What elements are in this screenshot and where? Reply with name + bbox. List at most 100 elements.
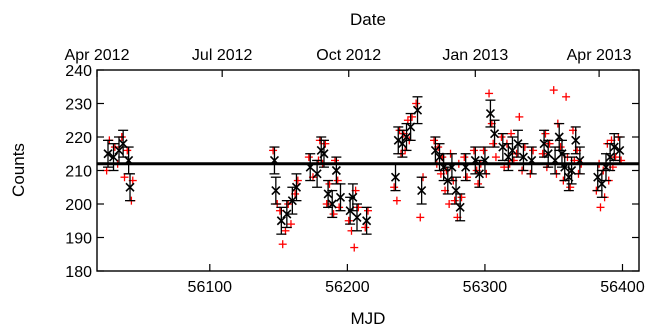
cross-b bbox=[543, 149, 553, 159]
cross-b bbox=[609, 142, 619, 152]
average-point bbox=[539, 129, 550, 158]
average-point bbox=[416, 176, 427, 205]
individual-point bbox=[549, 86, 558, 95]
cross-b bbox=[327, 199, 337, 209]
average-point bbox=[460, 153, 471, 182]
individual-point bbox=[281, 226, 290, 235]
individual-point bbox=[354, 203, 363, 212]
cross-b bbox=[485, 108, 495, 119]
individual-point bbox=[529, 146, 538, 155]
average-point bbox=[570, 126, 581, 155]
individual-point bbox=[361, 223, 370, 232]
cross-b bbox=[571, 135, 581, 145]
average-point bbox=[397, 129, 408, 158]
x-axis-title: MJD bbox=[351, 309, 386, 328]
average-point bbox=[108, 143, 119, 172]
average-point bbox=[331, 156, 342, 185]
individual-point bbox=[293, 176, 302, 185]
average-point bbox=[347, 183, 358, 212]
individual-point bbox=[566, 183, 575, 192]
individual-point bbox=[322, 200, 331, 208]
cross-b bbox=[312, 169, 322, 179]
top-tick-label: Oct 2012 bbox=[316, 47, 381, 64]
cross-b bbox=[539, 139, 549, 149]
individual-point bbox=[350, 243, 359, 252]
cross-b bbox=[518, 152, 529, 162]
y-ticks: 180 190 200 210 220 230 240 bbox=[65, 63, 639, 281]
individual-point bbox=[562, 92, 571, 101]
individual-point bbox=[390, 183, 399, 192]
individual-point bbox=[278, 240, 287, 249]
individual-point bbox=[450, 196, 459, 205]
cross-b bbox=[451, 186, 461, 196]
individual-point bbox=[344, 216, 353, 225]
cross-b bbox=[331, 165, 341, 176]
average-point bbox=[412, 96, 423, 125]
cross-b bbox=[401, 132, 412, 142]
x-tick-label: 56400 bbox=[600, 279, 645, 296]
individual-point bbox=[430, 136, 439, 145]
average-point bbox=[503, 143, 514, 172]
y-tick-label: 210 bbox=[65, 164, 92, 181]
individual-point bbox=[408, 112, 417, 121]
individual-point bbox=[538, 149, 547, 158]
average-point bbox=[543, 139, 554, 168]
cross-b bbox=[615, 145, 625, 155]
plot-frame bbox=[96, 69, 640, 272]
average-point bbox=[451, 176, 462, 205]
average-point bbox=[327, 189, 338, 219]
top-ticks: Apr 2012 Jul 2012 Oct 2012 Jan 2013 Apr 2013 bbox=[65, 47, 632, 77]
individual-point bbox=[286, 220, 295, 229]
average-point bbox=[125, 173, 136, 202]
cross-b bbox=[319, 149, 329, 159]
average-point bbox=[485, 99, 496, 128]
cross-b bbox=[597, 179, 607, 189]
cross-b bbox=[282, 209, 292, 219]
cross-b bbox=[567, 165, 577, 176]
cross-b bbox=[503, 152, 513, 162]
cross-b bbox=[276, 216, 286, 226]
average-point bbox=[497, 132, 508, 162]
average-point bbox=[512, 129, 523, 158]
average-point bbox=[269, 146, 280, 175]
average-point bbox=[276, 206, 287, 235]
average-point bbox=[291, 173, 302, 202]
individual-point bbox=[611, 153, 620, 162]
cross-b bbox=[125, 182, 135, 192]
individual-point bbox=[364, 206, 372, 215]
cross-b bbox=[103, 149, 113, 159]
average-point bbox=[281, 199, 292, 229]
cross-b bbox=[593, 172, 603, 182]
individual-point bbox=[333, 176, 342, 185]
cross-b bbox=[390, 172, 401, 182]
cross-b bbox=[605, 152, 615, 162]
average-point bbox=[351, 203, 362, 232]
average-point bbox=[455, 193, 466, 222]
cross-b bbox=[362, 216, 372, 226]
individual-point bbox=[485, 89, 494, 98]
cross-b bbox=[554, 132, 564, 142]
axes-frame bbox=[96, 69, 640, 272]
top-axis-title: Date bbox=[350, 10, 386, 29]
cross-b bbox=[412, 105, 423, 115]
y-tick-label: 180 bbox=[65, 264, 92, 281]
top-tick-label: Jan 2013 bbox=[442, 47, 508, 64]
data-layer bbox=[102, 86, 626, 252]
individual-point bbox=[515, 112, 524, 121]
x-ticks: 56100 56200 56300 56400 bbox=[188, 264, 645, 296]
average-point bbox=[118, 129, 129, 158]
x-tick-label: 56100 bbox=[188, 279, 233, 296]
average-point bbox=[566, 156, 577, 185]
y-tick-label: 200 bbox=[65, 197, 92, 214]
cross-b bbox=[118, 139, 128, 149]
cross-b bbox=[507, 145, 518, 155]
average-point bbox=[390, 163, 401, 192]
individual-point bbox=[457, 193, 466, 202]
individual-point bbox=[489, 139, 498, 148]
individual-point bbox=[479, 146, 488, 155]
top-tick-label: Apr 2012 bbox=[65, 47, 130, 64]
cross-b bbox=[271, 186, 281, 196]
individual-point bbox=[120, 173, 129, 182]
cross-b bbox=[323, 189, 333, 199]
